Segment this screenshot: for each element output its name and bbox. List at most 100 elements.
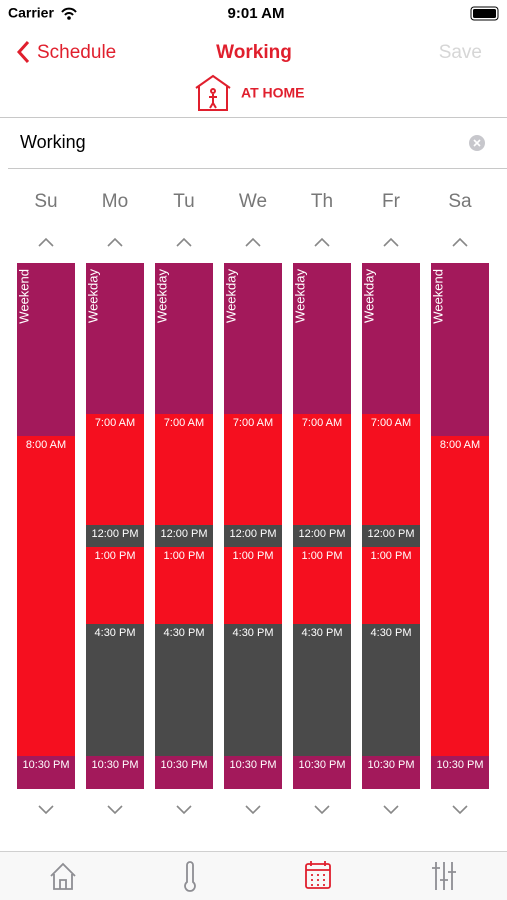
tab-home[interactable]: [50, 862, 76, 890]
schedule-segment[interactable]: [86, 525, 144, 547]
schedule-segment[interactable]: [293, 263, 351, 414]
schedule-segment[interactable]: [431, 263, 489, 436]
segment-time: 1:00 PM: [302, 550, 343, 562]
schedule-segment[interactable]: [362, 756, 420, 789]
day-header: Th: [311, 191, 333, 212]
schedule-segment[interactable]: [224, 525, 282, 547]
schedule-segment[interactable]: [362, 547, 420, 624]
schedule-segment[interactable]: [431, 756, 489, 789]
scroll-up[interactable]: [314, 237, 330, 247]
tab-thermostat[interactable]: [184, 861, 196, 892]
schedule-segment[interactable]: [17, 436, 75, 756]
scroll-down[interactable]: [245, 805, 261, 815]
scroll-down[interactable]: [38, 805, 54, 815]
segment-time: 1:00 PM: [233, 550, 274, 562]
segment-time: 10:30 PM: [436, 759, 483, 771]
segment-time: 10:30 PM: [22, 759, 69, 771]
segment-time: 4:30 PM: [371, 627, 412, 639]
segment-time: 10:30 PM: [91, 759, 138, 771]
scroll-down[interactable]: [176, 805, 192, 815]
scroll-down[interactable]: [107, 805, 123, 815]
schedule-segment[interactable]: [293, 525, 351, 547]
day-header: We: [239, 191, 267, 212]
tab-calendar[interactable]: [305, 861, 331, 889]
schedule-segment[interactable]: [224, 414, 282, 525]
schedule-segment[interactable]: [155, 263, 213, 414]
segment-time: 7:00 AM: [371, 417, 411, 429]
wifi-icon: [61, 7, 77, 16]
schedule-segment[interactable]: [293, 624, 351, 756]
schedule-segment[interactable]: [224, 756, 282, 789]
segment-time: 1:00 PM: [371, 550, 412, 562]
day-header: Su: [34, 191, 57, 212]
day-header: Mo: [102, 191, 128, 212]
tab-settings[interactable]: [432, 862, 456, 890]
schedule-segment[interactable]: [86, 414, 144, 525]
schedule-segment[interactable]: [86, 624, 144, 756]
clear-x: [473, 139, 481, 147]
name-field[interactable]: Working: [20, 132, 86, 152]
nav-title: Working: [216, 42, 292, 63]
schedule-grid: Su Weekend 8:00 AM 10:30 PM Mo Weekday 7:00 AM…: [16, 191, 489, 815]
schedule-type: Weekday: [361, 269, 376, 323]
save-button[interactable]: Save: [439, 42, 482, 63]
segment-time: 8:00 AM: [440, 439, 480, 451]
segment-time: 10:30 PM: [298, 759, 345, 771]
scroll-up[interactable]: [176, 237, 192, 247]
schedule-segment[interactable]: [224, 263, 282, 414]
schedule-type: Weekend: [16, 269, 31, 324]
mode-label: AT HOME: [241, 85, 305, 101]
clock: 9:01 AM: [228, 5, 285, 22]
schedule-segment[interactable]: [224, 624, 282, 756]
scroll-down[interactable]: [452, 805, 468, 815]
wifi-dot: [67, 16, 71, 20]
schedule-segment[interactable]: [431, 436, 489, 756]
back-button[interactable]: Schedule: [37, 42, 116, 63]
segment-time: 12:00 PM: [91, 528, 138, 540]
segment-time: 4:30 PM: [302, 627, 343, 639]
battery-fill: [473, 9, 496, 18]
scroll-up[interactable]: [452, 237, 468, 247]
schedule-segment[interactable]: [155, 624, 213, 756]
scroll-down[interactable]: [314, 805, 330, 815]
schedule-segment[interactable]: [86, 547, 144, 624]
home-icon: [195, 74, 231, 111]
schedule-segment[interactable]: [362, 624, 420, 756]
tab-bar: [0, 852, 507, 900]
schedule-type: Weekday: [154, 269, 169, 323]
schedule-segment[interactable]: [155, 756, 213, 789]
scroll-up[interactable]: [245, 237, 261, 247]
schedule-segment[interactable]: [86, 756, 144, 789]
schedule-segment[interactable]: [293, 756, 351, 789]
segment-time: 7:00 AM: [164, 417, 204, 429]
segment-time: 8:00 AM: [26, 439, 66, 451]
segment-time: 7:00 AM: [95, 417, 135, 429]
schedule-segment[interactable]: [155, 525, 213, 547]
scroll-up[interactable]: [383, 237, 399, 247]
scroll-up[interactable]: [38, 237, 54, 247]
schedule-segment[interactable]: [155, 547, 213, 624]
schedule-segment[interactable]: [155, 414, 213, 525]
schedule-segment[interactable]: [17, 756, 75, 789]
segment-time: 12:00 PM: [298, 528, 345, 540]
schedule-type: Weekend: [430, 269, 445, 324]
scroll-down[interactable]: [383, 805, 399, 815]
schedule-segment[interactable]: [293, 414, 351, 525]
day-header: Sa: [448, 191, 472, 212]
segment-time: 4:30 PM: [95, 627, 136, 639]
schedule-segment[interactable]: [17, 263, 75, 436]
carrier: Carrier: [8, 5, 54, 21]
day-header: Fr: [382, 191, 401, 212]
back-chevron[interactable]: [16, 40, 30, 64]
schedule-type: Weekday: [223, 269, 238, 323]
schedule-segment[interactable]: [293, 547, 351, 624]
segment-time: 12:00 PM: [229, 528, 276, 540]
segment-time: 4:30 PM: [164, 627, 205, 639]
schedule-segment[interactable]: [224, 547, 282, 624]
schedule-segment[interactable]: [362, 414, 420, 525]
scroll-up[interactable]: [107, 237, 123, 247]
schedule-segment[interactable]: [362, 525, 420, 547]
schedule-segment[interactable]: [86, 263, 144, 414]
schedule-segment[interactable]: [362, 263, 420, 414]
